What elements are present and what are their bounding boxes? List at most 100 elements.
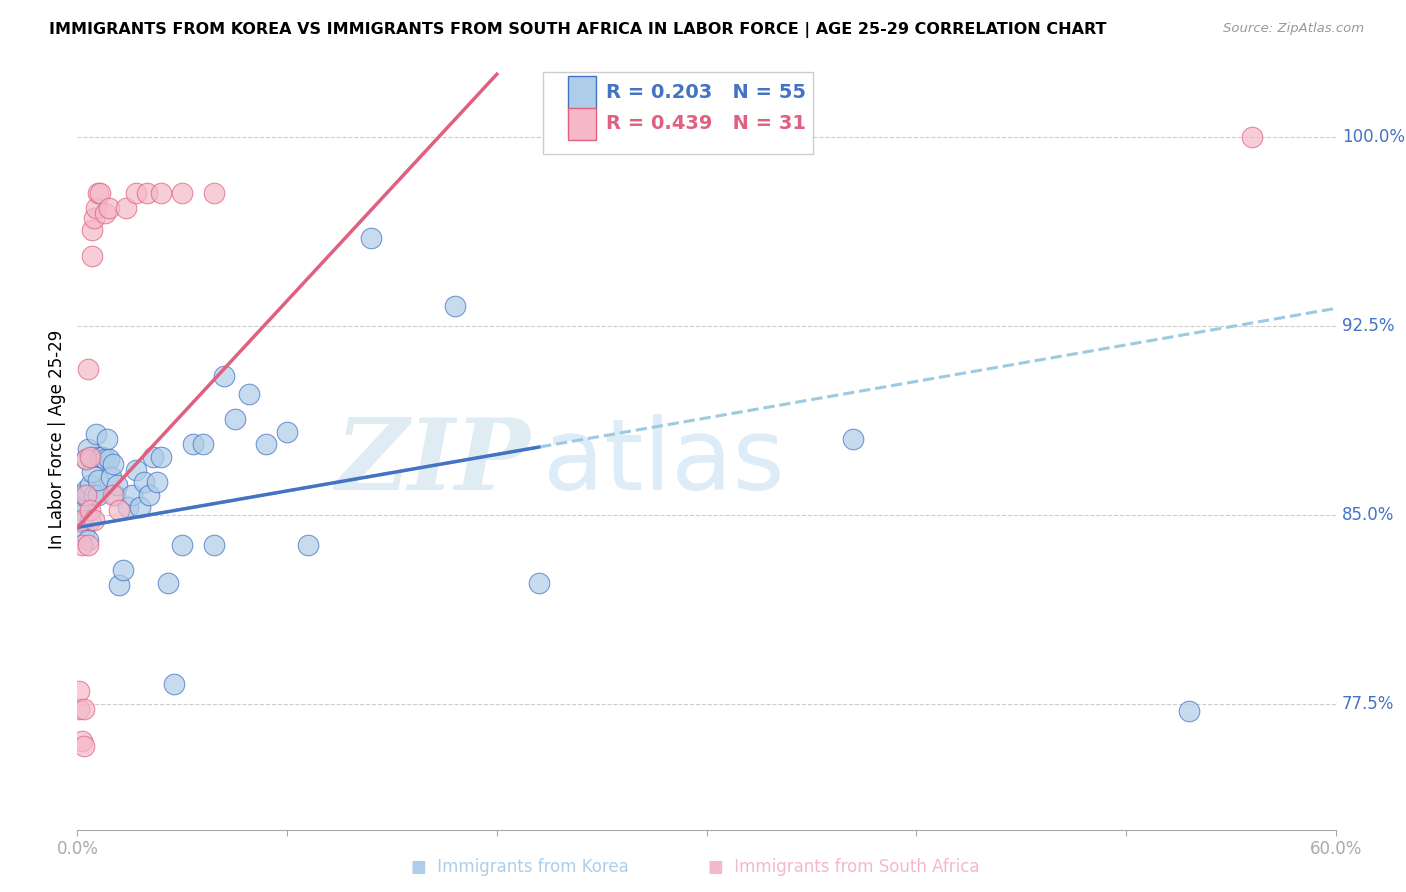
Point: [104, 488, 127, 502]
Point: [67, 503, 90, 517]
Point: [276, 425, 298, 439]
Point: [75, 488, 97, 502]
Point: [70, 513, 93, 527]
Point: [75, 452, 97, 467]
Text: 85.0%: 85.0%: [1341, 506, 1395, 524]
Point: [89, 186, 111, 200]
Point: [80, 223, 103, 237]
Point: [1178, 704, 1201, 718]
Point: [125, 462, 148, 476]
Point: [112, 563, 135, 577]
Point: [76, 442, 98, 457]
Bar: [568, 108, 596, 140]
Point: [87, 488, 110, 502]
Point: [150, 450, 173, 464]
Point: [238, 387, 260, 401]
Point: [83, 513, 105, 527]
Point: [108, 503, 131, 517]
Bar: [568, 77, 596, 109]
Y-axis label: In Labor Force | Age 25-29: In Labor Force | Age 25-29: [48, 330, 66, 549]
Point: [202, 538, 225, 552]
Point: [121, 488, 143, 502]
Point: [67, 684, 90, 698]
Text: Source: ZipAtlas.com: Source: ZipAtlas.com: [1223, 22, 1364, 36]
Point: [80, 450, 103, 464]
Point: [1240, 130, 1263, 145]
Point: [89, 450, 111, 464]
Point: [108, 578, 131, 592]
Point: [138, 488, 160, 502]
Point: [135, 186, 157, 200]
Point: [202, 186, 225, 200]
Point: [146, 475, 169, 489]
Point: [70, 495, 93, 509]
Point: [444, 299, 467, 313]
Point: [87, 186, 110, 200]
Point: [83, 211, 105, 225]
Point: [72, 525, 94, 540]
Text: R = 0.439   N = 31: R = 0.439 N = 31: [606, 114, 806, 134]
Point: [83, 488, 105, 502]
Point: [172, 538, 194, 552]
Point: [76, 533, 98, 547]
Point: [84, 427, 107, 442]
Point: [129, 500, 152, 515]
Point: [114, 201, 136, 215]
Point: [76, 538, 98, 552]
Point: [181, 437, 204, 451]
Point: [105, 477, 128, 491]
Point: [79, 503, 101, 517]
Text: 77.5%: 77.5%: [1341, 695, 1395, 713]
Point: [156, 575, 179, 590]
Text: ■  Immigrants from Korea: ■ Immigrants from Korea: [412, 858, 628, 876]
Point: [191, 437, 215, 451]
Point: [75, 483, 97, 497]
Point: [80, 248, 103, 262]
Point: [101, 488, 124, 502]
Point: [527, 575, 550, 590]
Point: [75, 452, 97, 467]
Point: [142, 450, 165, 464]
Point: [96, 432, 118, 446]
Point: [70, 538, 93, 552]
Point: [93, 205, 115, 219]
Point: [224, 412, 246, 426]
Text: 100.0%: 100.0%: [1341, 128, 1405, 146]
Point: [67, 702, 90, 716]
Point: [101, 458, 124, 472]
Point: [163, 676, 186, 690]
Point: [297, 538, 319, 552]
Point: [134, 475, 156, 489]
Point: [84, 201, 107, 215]
Point: [72, 488, 94, 502]
Point: [70, 516, 93, 530]
Point: [254, 437, 277, 451]
Point: [79, 477, 101, 491]
Text: 92.5%: 92.5%: [1341, 317, 1395, 335]
Point: [125, 186, 148, 200]
Point: [87, 473, 110, 487]
Text: atlas: atlas: [543, 414, 785, 511]
Point: [67, 488, 90, 502]
Point: [70, 734, 93, 748]
Text: ZIP: ZIP: [336, 415, 530, 511]
Point: [100, 470, 122, 484]
Point: [91, 450, 114, 464]
FancyBboxPatch shape: [543, 72, 814, 154]
Point: [842, 432, 865, 446]
Text: ■  Immigrants from South Africa: ■ Immigrants from South Africa: [707, 858, 980, 876]
Text: R = 0.203   N = 55: R = 0.203 N = 55: [606, 83, 806, 103]
Point: [212, 369, 235, 384]
Point: [80, 465, 103, 479]
Point: [79, 450, 101, 464]
Point: [97, 201, 120, 215]
Point: [172, 186, 194, 200]
Point: [117, 500, 139, 515]
Point: [72, 739, 94, 754]
Point: [97, 452, 120, 467]
Point: [150, 186, 173, 200]
Point: [360, 231, 382, 245]
Point: [76, 361, 98, 376]
Point: [72, 702, 94, 716]
Point: [79, 513, 101, 527]
